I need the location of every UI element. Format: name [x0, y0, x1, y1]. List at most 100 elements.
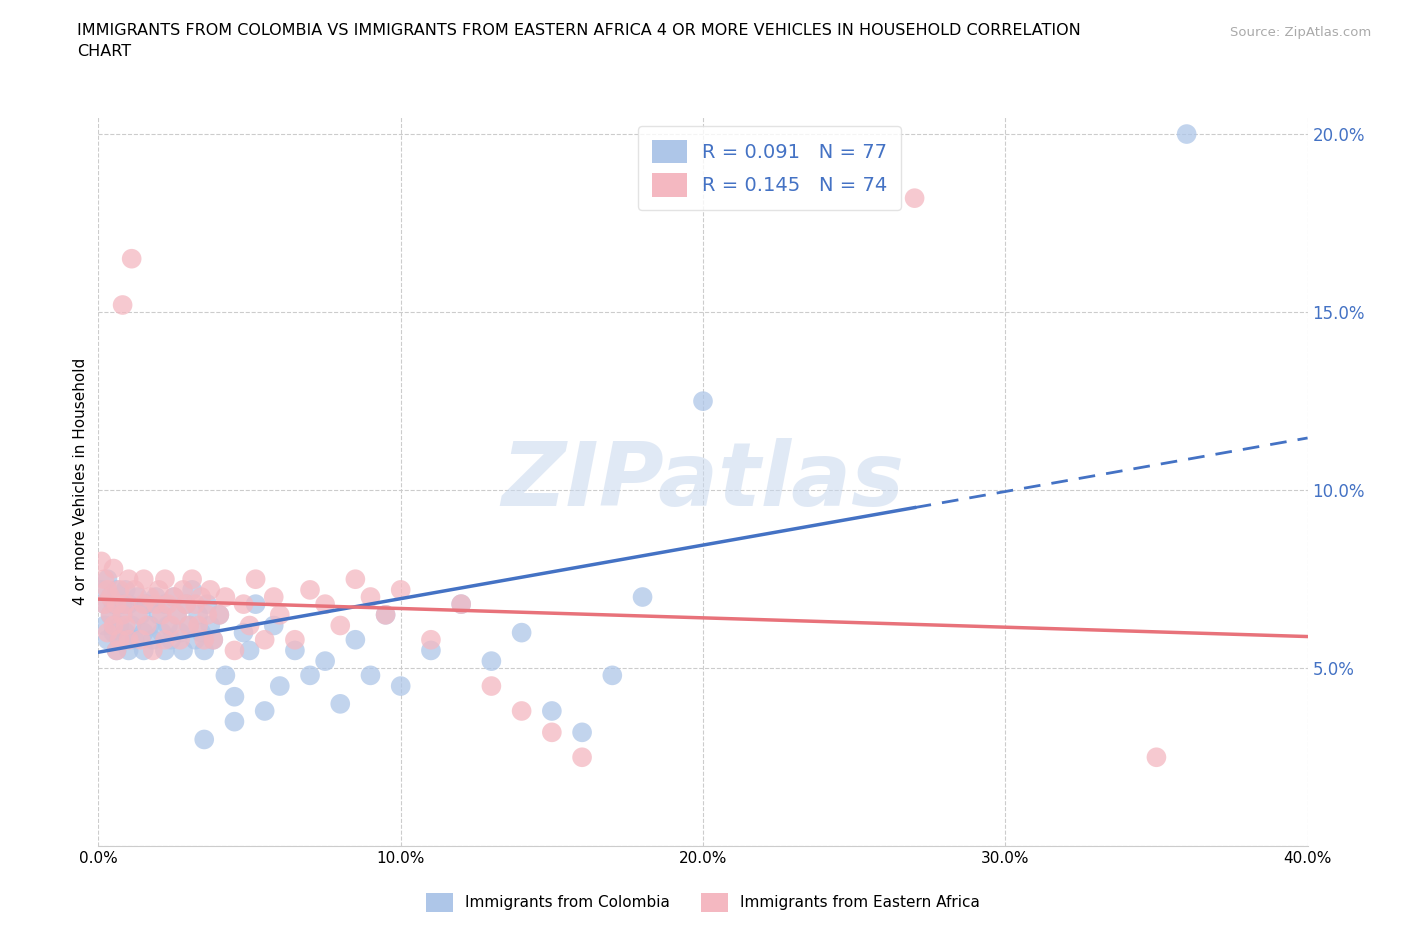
Point: [156, 618, 179, 633]
Point: [374, 607, 396, 622]
Point: [150, 607, 173, 622]
Point: [181, 582, 204, 597]
Point: [153, 643, 176, 658]
Point: [193, 632, 215, 647]
Point: [184, 597, 207, 612]
Point: [135, 618, 157, 633]
Point: [692, 393, 714, 408]
Point: [420, 643, 443, 658]
Point: [374, 607, 396, 622]
Point: [187, 607, 209, 622]
Point: [114, 618, 136, 633]
Point: [103, 561, 125, 576]
Point: [124, 582, 146, 597]
Point: [103, 625, 125, 640]
Point: [202, 632, 225, 647]
Point: [253, 632, 276, 647]
Point: [314, 654, 336, 669]
Point: [571, 724, 593, 739]
Point: [100, 607, 122, 622]
Point: [329, 618, 352, 633]
Point: [132, 597, 155, 612]
Point: [145, 597, 167, 612]
Point: [139, 590, 162, 604]
Point: [111, 607, 134, 622]
Point: [1144, 750, 1167, 764]
Point: [100, 590, 122, 604]
Point: [224, 714, 246, 729]
Point: [420, 632, 443, 647]
Point: [166, 607, 188, 622]
Point: [114, 582, 136, 597]
Point: [299, 582, 322, 597]
Point: [389, 582, 412, 597]
Point: [169, 625, 191, 640]
Point: [481, 679, 503, 694]
Point: [142, 632, 165, 647]
Point: [200, 582, 222, 597]
Point: [540, 724, 562, 739]
Point: [269, 679, 291, 694]
Point: [93, 572, 115, 587]
Point: [631, 590, 654, 604]
Point: [96, 625, 118, 640]
Point: [148, 607, 170, 622]
Point: [602, 668, 624, 683]
Point: [103, 618, 125, 633]
Point: [232, 625, 254, 640]
Point: [127, 607, 149, 622]
Point: [179, 618, 201, 633]
Point: [142, 643, 165, 658]
Legend: Immigrants from Colombia, Immigrants from Eastern Africa: Immigrants from Colombia, Immigrants fro…: [419, 887, 987, 918]
Point: [224, 643, 246, 658]
Point: [105, 643, 128, 658]
Point: [344, 572, 367, 587]
Point: [360, 668, 382, 683]
Point: [93, 597, 115, 612]
Point: [214, 668, 236, 683]
Point: [253, 703, 276, 718]
Point: [190, 625, 212, 640]
Point: [145, 590, 167, 604]
Point: [163, 590, 186, 604]
Point: [93, 597, 115, 612]
Point: [214, 590, 236, 604]
Point: [111, 298, 134, 312]
Point: [135, 597, 157, 612]
Point: [166, 607, 188, 622]
Point: [118, 632, 141, 647]
Point: [129, 632, 152, 647]
Point: [187, 618, 209, 633]
Point: [96, 572, 118, 587]
Point: [360, 590, 382, 604]
Point: [232, 597, 254, 612]
Y-axis label: 4 or more Vehicles in Household: 4 or more Vehicles in Household: [73, 358, 89, 604]
Point: [105, 597, 128, 612]
Point: [132, 572, 155, 587]
Point: [132, 625, 155, 640]
Point: [127, 590, 149, 604]
Point: [100, 607, 122, 622]
Point: [103, 597, 125, 612]
Point: [100, 590, 122, 604]
Point: [172, 582, 194, 597]
Point: [114, 597, 136, 612]
Point: [195, 607, 218, 622]
Text: Source: ZipAtlas.com: Source: ZipAtlas.com: [1230, 26, 1371, 39]
Point: [105, 582, 128, 597]
Point: [284, 632, 307, 647]
Point: [179, 618, 201, 633]
Point: [904, 191, 927, 206]
Point: [160, 618, 183, 633]
Point: [174, 597, 197, 612]
Point: [153, 572, 176, 587]
Point: [184, 632, 207, 647]
Point: [111, 597, 134, 612]
Point: [121, 618, 143, 633]
Point: [344, 632, 367, 647]
Point: [1175, 126, 1198, 141]
Point: [263, 618, 285, 633]
Point: [450, 597, 472, 612]
Point: [571, 750, 593, 764]
Point: [108, 618, 131, 633]
